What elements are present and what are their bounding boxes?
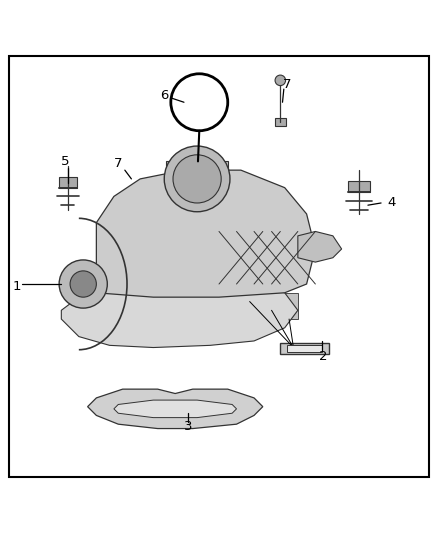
FancyBboxPatch shape: [59, 177, 77, 188]
Text: 3: 3: [184, 420, 193, 433]
Polygon shape: [110, 293, 127, 328]
Polygon shape: [298, 231, 342, 262]
Circle shape: [164, 146, 230, 212]
Polygon shape: [280, 343, 328, 354]
Text: 2: 2: [319, 350, 328, 363]
Text: 4: 4: [388, 197, 396, 209]
Circle shape: [59, 260, 107, 308]
Circle shape: [70, 271, 96, 297]
Polygon shape: [140, 293, 158, 328]
Text: 5: 5: [60, 155, 69, 168]
FancyBboxPatch shape: [275, 118, 286, 126]
Text: 7: 7: [114, 157, 123, 170]
Polygon shape: [241, 293, 254, 319]
Polygon shape: [88, 389, 263, 429]
FancyBboxPatch shape: [287, 345, 322, 352]
Polygon shape: [285, 293, 298, 319]
Circle shape: [275, 75, 286, 86]
Polygon shape: [175, 293, 193, 328]
Polygon shape: [114, 400, 237, 418]
Text: 7: 7: [283, 78, 291, 91]
Text: 1: 1: [12, 280, 21, 293]
Text: 6: 6: [160, 89, 169, 102]
Polygon shape: [210, 293, 228, 328]
Polygon shape: [263, 293, 276, 319]
Polygon shape: [61, 284, 298, 348]
Circle shape: [173, 155, 221, 203]
Polygon shape: [166, 161, 228, 183]
FancyBboxPatch shape: [348, 181, 370, 192]
Polygon shape: [96, 170, 315, 297]
